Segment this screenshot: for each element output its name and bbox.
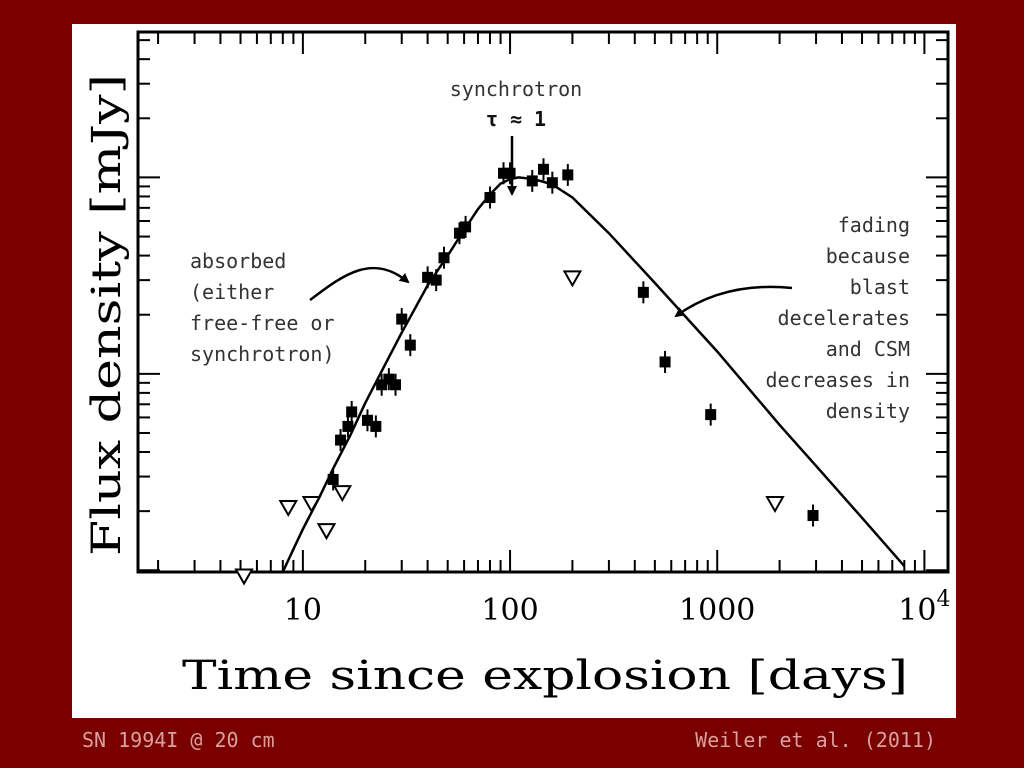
upper-limit-point-4 — [332, 485, 353, 503]
fading-arrow — [674, 285, 793, 318]
upper-limit-point-5 — [562, 270, 583, 288]
detection-point-11 — [422, 271, 434, 283]
detection-point-16 — [484, 192, 496, 204]
plot-frame — [136, 30, 950, 574]
annotation-fading-line-5: and CSM — [826, 337, 910, 361]
detection-point-22 — [562, 169, 574, 181]
detection-point-13 — [438, 252, 450, 264]
detection-point-24 — [659, 356, 671, 368]
annotation-absorbed-line-3: free-free or — [190, 311, 335, 335]
detection-point-20 — [537, 163, 549, 175]
annotation-absorbed-line-1: absorbed — [190, 249, 286, 273]
axis-ticks — [138, 32, 948, 572]
flux-density-chart: 10 100 1000 104 Time since explosion [days]… — [84, 30, 951, 699]
annotation-fading: fading because blast decelerates and CSM… — [674, 213, 911, 423]
x-tick-labels: 10 100 1000 104 — [284, 587, 951, 628]
annotation-absorbed-line-2: (either — [190, 280, 274, 304]
upper-limit-point-1 — [278, 499, 298, 518]
upper-limit-point-3 — [316, 523, 337, 541]
model-curve — [281, 176, 906, 573]
detection-point-17 — [498, 167, 510, 179]
annotation-peak-line-2: τ ≈ 1 — [486, 107, 546, 131]
annotation-absorbed: absorbed (either free-free or synchrotro… — [190, 249, 410, 366]
annotation-fading-line-2: because — [826, 244, 910, 268]
detection-point-1 — [335, 434, 347, 446]
detection-point-23 — [637, 286, 649, 298]
x-tick-label-0: 10 — [284, 593, 322, 628]
detection-point-7 — [383, 373, 395, 385]
plot-panel: 10 100 1000 104 Time since explosion [days]… — [72, 24, 956, 718]
detection-point-9 — [396, 313, 408, 325]
detection-point-5 — [370, 420, 382, 432]
detection-point-18 — [504, 167, 516, 179]
detection-point-26 — [807, 510, 819, 522]
annotation-peak: synchrotron τ ≈ 1 — [450, 77, 582, 196]
absorbed-arrow — [309, 266, 410, 301]
detection-point-19 — [526, 175, 538, 187]
detection-point-4 — [361, 414, 373, 426]
upper-limit-point-6 — [765, 496, 785, 514]
annotation-fading-line-4: decelerates — [778, 306, 910, 330]
detection-point-3 — [346, 406, 358, 418]
annotation-fading-line-6: decreases in — [766, 368, 911, 392]
annotation-fading-line-3: blast — [850, 275, 910, 299]
detection-point-6 — [376, 379, 388, 391]
x-tick-label-exponent-3: 4 — [936, 587, 950, 612]
upper-limit-point-0 — [234, 568, 254, 586]
detection-point-8 — [390, 379, 402, 391]
x-tick-label-3: 104 — [898, 587, 950, 628]
detection-point-21 — [546, 177, 558, 189]
y-axis-label: Flux density [mJy] — [84, 74, 130, 556]
annotation-absorbed-line-4: synchrotron) — [190, 342, 335, 366]
detection-point-10 — [404, 339, 416, 351]
caption-source-object: SN 1994I @ 20 cm — [82, 728, 275, 752]
annotation-fading-line-1: fading — [838, 213, 910, 237]
detection-point-25 — [705, 409, 717, 421]
detection-point-0 — [327, 473, 339, 485]
x-axis-label: Time since explosion [days] — [182, 653, 908, 699]
annotation-peak-line-1: synchrotron — [450, 77, 582, 101]
detection-point-14 — [453, 227, 465, 239]
detection-point-15 — [460, 221, 472, 233]
data-points — [234, 158, 819, 586]
detection-point-12 — [430, 274, 442, 286]
detection-point-2 — [342, 420, 354, 432]
caption-citation: Weiler et al. (2011) — [695, 728, 936, 752]
upper-limit-point-2 — [301, 496, 322, 514]
annotation-fading-line-7: density — [826, 399, 910, 423]
x-tick-label-1: 100 — [481, 593, 538, 628]
x-tick-label-2: 1000 — [679, 593, 755, 628]
